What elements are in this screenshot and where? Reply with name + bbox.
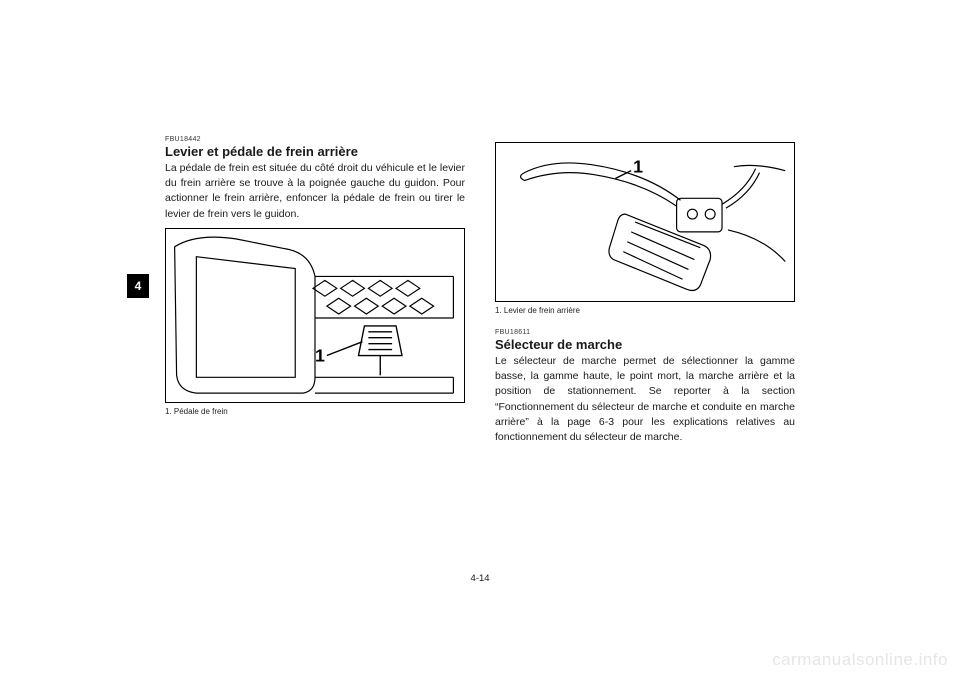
spacer [495, 315, 795, 329]
brake-pedal-illustration: 1 [166, 229, 464, 402]
section-body: La pédale de frein est située du côté dr… [165, 161, 465, 222]
figure-caption: 1. Pédale de frein [165, 407, 465, 416]
manual-page: 4 FBU18442 Levier et pédale de frein arr… [165, 136, 795, 556]
section-code: FBU18442 [165, 136, 465, 143]
chapter-tab: 4 [127, 274, 149, 298]
brake-pedal-figure: 1 [165, 228, 465, 403]
callout-number: 1 [633, 157, 643, 177]
section-body: Le sélecteur de marche permet de sélecti… [495, 354, 795, 445]
section-code: FBU18611 [495, 329, 795, 336]
section-heading: Levier et pédale de frein arrière [165, 144, 465, 159]
chapter-number: 4 [135, 279, 142, 293]
brake-lever-illustration: 1 [496, 143, 794, 301]
figure-caption: 1. Levier de frein arrière [495, 306, 795, 315]
right-column: 1 1. Levier de frein arrière FBU18611 Sé… [495, 136, 795, 445]
watermark: carmanualsonline.info [772, 650, 948, 670]
left-column: FBU18442 Levier et pédale de frein arriè… [165, 136, 465, 416]
brake-lever-figure: 1 [495, 142, 795, 302]
section-heading: Sélecteur de marche [495, 337, 795, 352]
page-number: 4-14 [470, 573, 489, 584]
callout-number: 1 [315, 345, 325, 365]
